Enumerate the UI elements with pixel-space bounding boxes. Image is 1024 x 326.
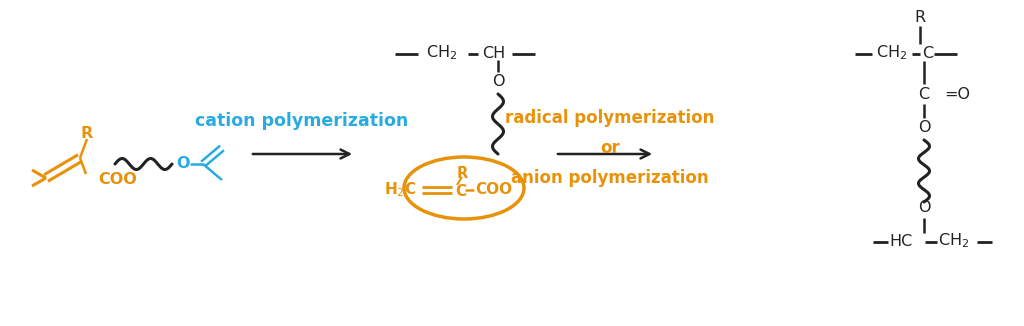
Text: O: O: [176, 156, 189, 171]
Text: HC: HC: [890, 234, 913, 249]
Text: CH$_2$: CH$_2$: [426, 44, 458, 62]
Text: O: O: [918, 200, 930, 215]
Text: anion polymerization: anion polymerization: [511, 169, 709, 187]
Text: R: R: [81, 126, 93, 141]
Text: O: O: [492, 75, 504, 90]
Text: COO: COO: [98, 172, 137, 187]
Text: CH$_2$: CH$_2$: [876, 44, 907, 62]
Text: =O: =O: [944, 86, 970, 101]
Text: CH$_2$: CH$_2$: [938, 232, 970, 250]
Text: C: C: [455, 184, 466, 199]
Text: C: C: [919, 86, 930, 101]
Text: R: R: [457, 166, 468, 181]
Text: or: or: [600, 139, 620, 157]
Text: H$_2$C: H$_2$C: [384, 181, 416, 200]
Text: CH: CH: [482, 46, 506, 61]
Text: O: O: [918, 121, 930, 136]
Text: cation polymerization: cation polymerization: [196, 112, 409, 130]
Text: C: C: [922, 46, 933, 61]
Text: R: R: [914, 10, 926, 25]
Text: radical polymerization: radical polymerization: [505, 109, 715, 127]
Text: COO: COO: [475, 183, 512, 198]
